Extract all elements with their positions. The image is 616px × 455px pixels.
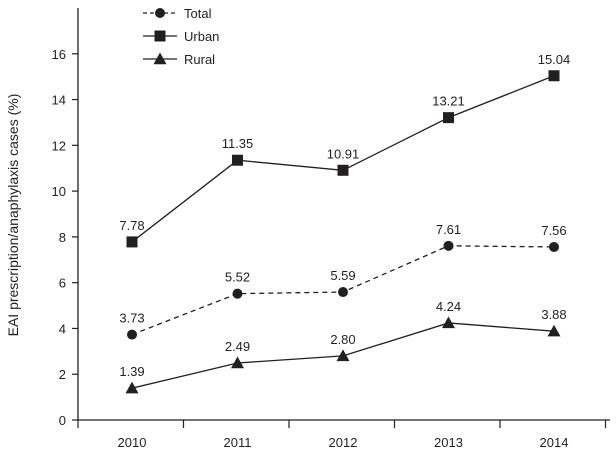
urban-data-label: 7.78 (119, 218, 144, 233)
rural-data-label: 2.49 (225, 339, 250, 354)
y-tick-label: 6 (59, 276, 66, 291)
rural-data-label: 4.24 (436, 299, 461, 314)
urban-data-label: 15.04 (538, 52, 571, 67)
y-tick-label: 12 (52, 138, 66, 153)
legend-item-total: Total (143, 6, 212, 21)
total-data-label: 3.73 (119, 311, 144, 326)
axes: 0 2 4 6 8 10 12 14 16 2010 2011 2012 2013 2014 (52, 8, 610, 450)
total-point (443, 240, 454, 251)
x-tick-label: 2013 (434, 435, 463, 450)
y-tick-label: 2 (59, 367, 66, 382)
total-point (549, 241, 559, 252)
legend-item-urban: Urban (143, 29, 219, 44)
legend-label: Rural (184, 52, 215, 67)
total-point (127, 329, 137, 340)
urban-point (548, 70, 560, 82)
x-tick-label: 2014 (540, 435, 569, 450)
y-tick-label: 0 (59, 413, 66, 428)
urban-point (126, 236, 138, 248)
series-layer (125, 70, 561, 394)
legend-marker-total (155, 8, 165, 18)
legend-label: Total (184, 6, 212, 21)
x-tick-label: 2012 (329, 435, 358, 450)
total-data-label: 5.59 (330, 268, 355, 283)
rural-point (442, 316, 455, 329)
y-axis-title: EAI prescription/anaphylaxis cases (%) (5, 94, 21, 337)
y-tick-label: 14 (52, 93, 66, 108)
series-urban (126, 70, 560, 248)
legend-marker-rural (153, 52, 167, 65)
rural-point (336, 349, 350, 362)
legend-item-rural: Rural (143, 52, 215, 67)
total-data-label: 7.61 (436, 222, 461, 237)
rural-data-label: 1.39 (119, 364, 144, 379)
y-tick-label: 16 (52, 47, 66, 62)
legend: Total Urban Rural (143, 6, 219, 67)
rural-data-label: 3.88 (541, 307, 566, 322)
rural-data-label: 2.80 (330, 332, 355, 347)
total-point (232, 288, 243, 299)
urban-data-label: 11.35 (222, 136, 254, 151)
data-labels: 3.73 5.52 5.59 7.61 7.56 7.78 11.35 10.91 13.21 1… (119, 52, 570, 379)
legend-marker-urban (154, 30, 166, 42)
y-tick-label: 4 (59, 321, 66, 336)
urban-point (443, 112, 454, 124)
rural-point (125, 381, 139, 394)
series-total (127, 240, 559, 340)
rural-point (231, 356, 244, 369)
legend-label: Urban (184, 29, 219, 44)
urban-point (337, 164, 349, 176)
y-tick-label: 10 (52, 184, 66, 199)
rural-point (547, 324, 561, 337)
x-tick-label: 2010 (118, 435, 147, 450)
y-tick-label: 8 (59, 230, 66, 245)
urban-data-label: 10.91 (327, 146, 360, 161)
total-data-label: 5.52 (225, 270, 250, 285)
urban-point (232, 154, 243, 166)
total-data-label: 7.56 (541, 223, 566, 238)
total-point (338, 287, 348, 298)
series-rural (125, 316, 561, 394)
urban-data-label: 13.21 (432, 94, 465, 109)
x-tick-label: 2011 (224, 435, 252, 450)
